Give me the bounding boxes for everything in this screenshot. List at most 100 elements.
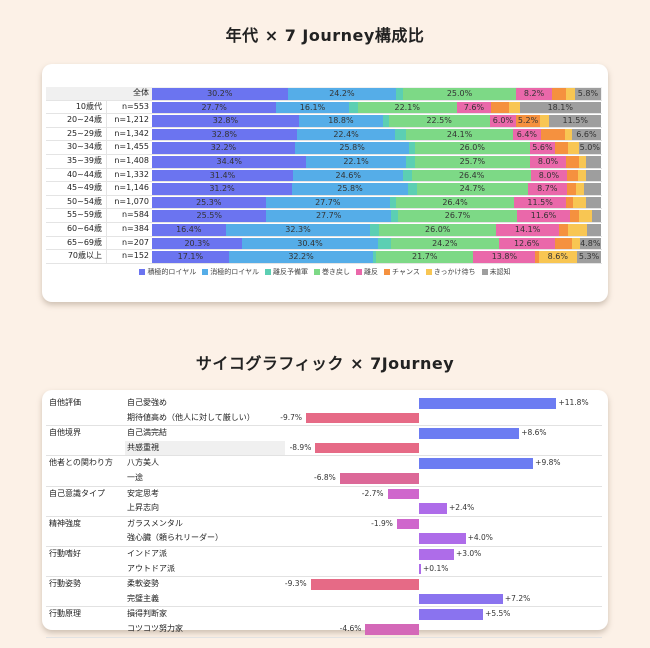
bar-segment: 22.1% bbox=[306, 155, 406, 168]
stacked-bar: 34.4% 22.1% 25.7% 8.0% bbox=[152, 155, 601, 168]
diverging-bar bbox=[419, 503, 447, 514]
diverging-bar bbox=[305, 412, 419, 424]
category-label: 行動姿勢 bbox=[49, 579, 81, 589]
value-label: -9.3% bbox=[284, 579, 307, 589]
age-label: 25~29歳 bbox=[46, 127, 107, 141]
bar-segment: 13.8% bbox=[473, 251, 536, 263]
diverging-bar bbox=[419, 548, 454, 560]
age-label: 50~54歳 bbox=[46, 195, 107, 209]
sample-size: n=1,070 bbox=[114, 196, 149, 206]
item-label: 上昇志向 bbox=[127, 503, 159, 513]
bar-segment: 8.0% bbox=[530, 169, 567, 182]
bar-segment bbox=[535, 251, 539, 263]
category-label: 自他評価 bbox=[49, 398, 81, 407]
bar-segment: 8.7% bbox=[527, 183, 567, 195]
bar-segment bbox=[396, 88, 404, 100]
diverging-bar bbox=[365, 623, 419, 635]
bar-segment bbox=[559, 223, 569, 236]
bar-segment bbox=[587, 223, 601, 236]
legend-swatch bbox=[356, 268, 363, 275]
table-row: 40~44歳 n=1,332 31.4% 24.6% 26.4% 8.0% bbox=[46, 168, 602, 183]
bar-segment: 24.1% bbox=[406, 128, 513, 141]
bar-segment bbox=[584, 183, 601, 195]
category-label: 自己意識タイプ bbox=[49, 488, 105, 498]
bar-segment: 18.8% bbox=[298, 115, 383, 127]
item-label: インドア派 bbox=[127, 548, 167, 558]
bar-segment bbox=[554, 142, 569, 154]
stacked-bar: 31.2% 25.8% 24.7% 8.7% bbox=[152, 183, 601, 195]
table-row: 行動嗜好 インドア派 +3.0% bbox=[46, 547, 602, 562]
bar-segment bbox=[575, 183, 585, 195]
bar-segment: 32.3% bbox=[225, 223, 371, 236]
bar-segment: 5.0% bbox=[578, 142, 601, 154]
bar-segment bbox=[395, 128, 407, 141]
bar-segment bbox=[490, 101, 510, 114]
bar-segment: 25.5% bbox=[152, 210, 267, 222]
chart1-title: 年代 × 7 Journey構成比 bbox=[225, 26, 425, 45]
bar-segment bbox=[405, 155, 415, 168]
category-label: 行動原理 bbox=[49, 609, 81, 619]
table-row: 70歳以上 n=152 17.1% 32.2% 21.7% 13.8% 8.6% 5.3% bbox=[46, 250, 602, 264]
diverging-bar bbox=[419, 398, 557, 409]
bar-segment: 4.8% bbox=[579, 237, 601, 250]
legend-label: 離反予備軍 bbox=[273, 268, 309, 276]
diverging-bar bbox=[387, 488, 419, 500]
bar-segment: 16.4% bbox=[152, 223, 226, 236]
diverging-bar bbox=[419, 609, 484, 620]
diverging-bar bbox=[419, 563, 421, 575]
table-row: 35~39歳 n=1,408 34.4% 22.1% 25.7% 8.0% bbox=[46, 154, 602, 169]
bar-segment: 27.7% bbox=[265, 196, 390, 209]
legend-label: 巻き戻し bbox=[322, 268, 351, 276]
legend-swatch bbox=[481, 268, 488, 275]
bar-segment: 24.6% bbox=[292, 169, 404, 182]
diverging-bar bbox=[419, 533, 466, 544]
bar-segment: 5.8% bbox=[574, 88, 601, 100]
age-label: 35~39歳 bbox=[46, 154, 107, 168]
age-label: 20~24歳 bbox=[46, 114, 107, 127]
table-row: 期待値高め（他人に対して厳しい） -9.7% bbox=[46, 411, 602, 426]
sample-size: n=207 bbox=[121, 237, 149, 247]
bar-segment: 31.4% bbox=[152, 169, 293, 182]
value-label: -6.8% bbox=[314, 472, 336, 482]
legend-swatch bbox=[425, 268, 432, 275]
value-label: -2.7% bbox=[361, 488, 384, 498]
diverging-bar bbox=[315, 442, 419, 454]
legend-item: 消極的ロイヤル bbox=[202, 267, 259, 277]
bar-segment: 27.7% bbox=[152, 101, 277, 114]
value-label: +4.0% bbox=[467, 533, 493, 543]
category-label: 精神強度 bbox=[49, 518, 81, 528]
bar-segment: 8.6% bbox=[538, 251, 578, 263]
bar-segment: 20.3% bbox=[152, 237, 243, 250]
item-label: 八方美人 bbox=[127, 458, 159, 468]
bar-segment bbox=[578, 210, 592, 222]
bar-segment: 21.7% bbox=[376, 251, 474, 263]
category-label: 自他境界 bbox=[49, 428, 81, 438]
bar-segment bbox=[409, 142, 415, 154]
value-label: -8.9% bbox=[289, 442, 312, 452]
item-label: 期待値高め（他人に対して厳しい） bbox=[127, 412, 255, 422]
bar-segment: 26.7% bbox=[397, 210, 518, 222]
age-label: 55~59歳 bbox=[46, 209, 107, 222]
table-row: 上昇志向 +2.4% bbox=[46, 501, 602, 516]
table-row: 10歳代 n=553 27.7% 16.1% 22.1% 7.6% 18.1% bbox=[46, 100, 602, 115]
bar-segment: 22.5% bbox=[388, 115, 490, 127]
category-group: 精神強度 ガラスメンタル -1.9% 強心臓（頼られリーダー） +4.0% bbox=[46, 517, 602, 547]
sample-size: n=1,342 bbox=[114, 128, 149, 138]
bar-segment: 24.2% bbox=[390, 237, 499, 250]
item-label: 強心臓（頼られリーダー） bbox=[127, 533, 223, 543]
item-label: ガラスメンタル bbox=[127, 518, 183, 528]
stacked-bar: 32.8% 18.8% 22.5% 6.0% 5.2% 11.5% bbox=[152, 115, 601, 127]
bar-segment bbox=[578, 169, 587, 182]
sample-size: n=1,455 bbox=[114, 142, 149, 152]
category-label: 他者との関わり方 bbox=[49, 458, 113, 468]
item-label: 共感重視 bbox=[125, 440, 285, 456]
bar-segment: 12.6% bbox=[498, 237, 555, 250]
bar-segment: 25.8% bbox=[294, 142, 410, 154]
legend-label: 消極的ロイヤル bbox=[210, 268, 260, 276]
value-label: +2.4% bbox=[448, 503, 475, 513]
bar-segment: 16.1% bbox=[276, 101, 349, 114]
item-label: コツコツ努力家 bbox=[127, 623, 183, 633]
sample-size: n=1,408 bbox=[114, 155, 149, 165]
bar-segment: 26.4% bbox=[412, 169, 531, 182]
sample-size: n=384 bbox=[121, 223, 149, 233]
